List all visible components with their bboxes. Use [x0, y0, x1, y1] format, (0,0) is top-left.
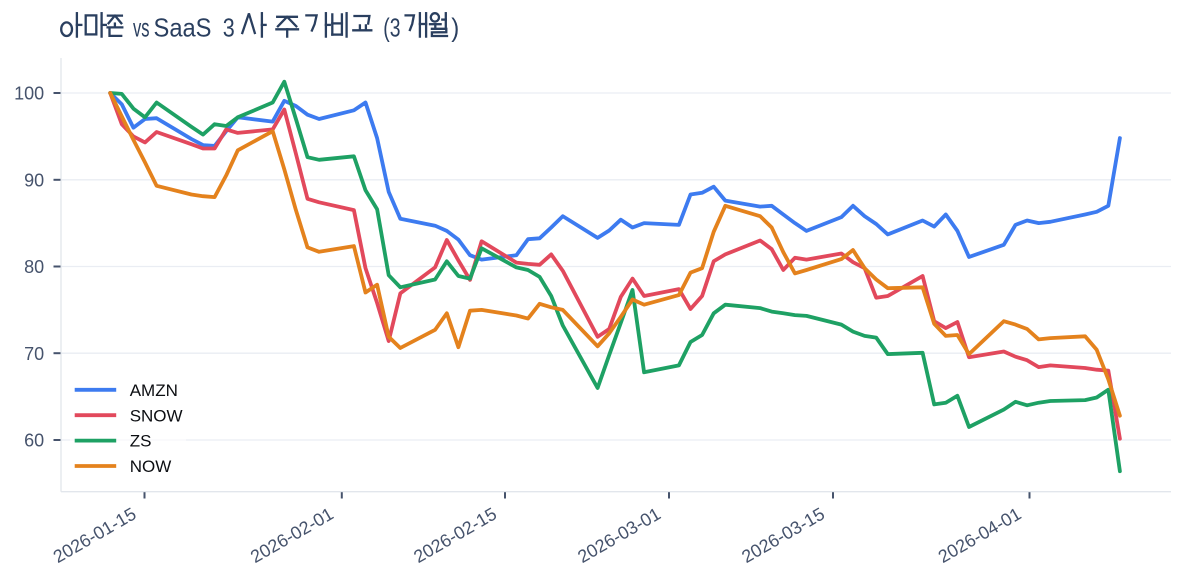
svg-text:90: 90: [24, 170, 44, 190]
svg-text:70: 70: [24, 344, 44, 364]
svg-text:): ): [451, 13, 459, 43]
svg-text:3: 3: [223, 13, 235, 43]
svg-text:60: 60: [24, 431, 44, 451]
svg-text:NOW: NOW: [130, 457, 172, 476]
svg-text:ZS: ZS: [130, 432, 152, 451]
svg-text:AMZN: AMZN: [130, 381, 178, 400]
svg-text:vs: vs: [133, 13, 150, 43]
svg-text:(3: (3: [383, 13, 400, 43]
svg-text:100: 100: [14, 84, 44, 104]
svg-text:SaaS: SaaS: [154, 13, 212, 43]
svg-text:SNOW: SNOW: [130, 406, 183, 425]
svg-text:80: 80: [24, 257, 44, 277]
